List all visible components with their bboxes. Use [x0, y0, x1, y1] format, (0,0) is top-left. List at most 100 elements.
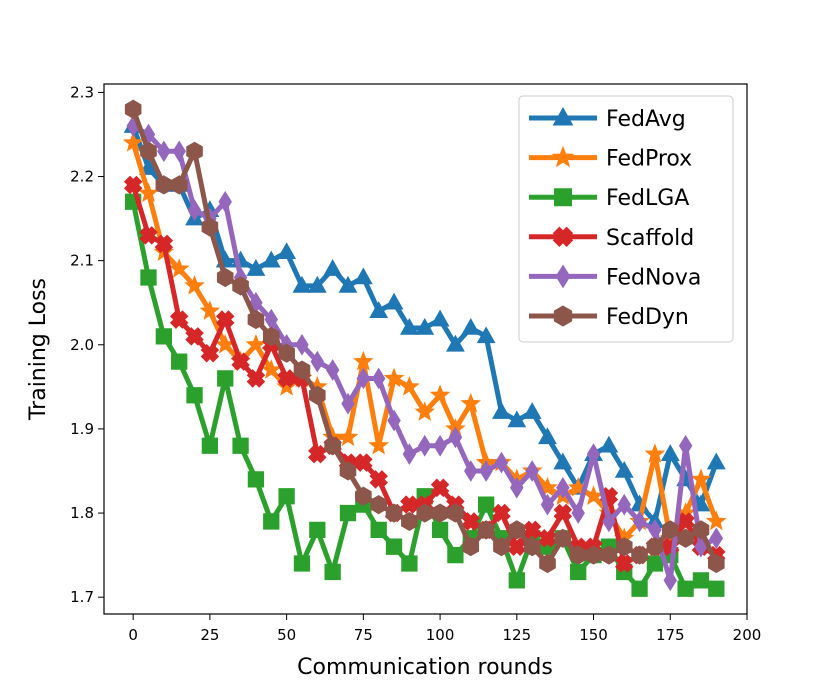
data-point-scaffold — [553, 503, 573, 523]
data-point-feddyn — [447, 503, 464, 523]
data-point-fedlga — [477, 496, 495, 513]
data-point-feddyn — [508, 520, 526, 540]
data-point-fedavg — [461, 317, 481, 335]
data-point-feddyn — [170, 175, 188, 195]
data-point-feddyn — [431, 503, 449, 523]
data-point-feddyn — [186, 141, 203, 161]
data-point-scaffold — [461, 512, 481, 531]
data-point-fedprox — [122, 132, 144, 152]
data-point-fedavg — [384, 292, 404, 310]
data-point-fedprox — [368, 434, 390, 455]
data-point-feddyn — [692, 520, 710, 540]
data-point-fedlga — [385, 538, 403, 555]
data-point-fednova — [157, 140, 171, 163]
data-point-fedavg — [599, 435, 619, 453]
y-tick-label: 1.8 — [70, 504, 94, 522]
data-point-fednova — [218, 190, 232, 213]
data-point-feddyn — [370, 495, 387, 515]
data-point-scaffold — [538, 529, 557, 548]
data-point-fedavg — [415, 317, 435, 335]
data-point-feddyn — [262, 326, 280, 346]
data-point-fedavg — [538, 427, 557, 445]
data-point-fednova — [418, 434, 432, 457]
x-axis-label: Communication rounds — [297, 655, 553, 680]
legend-label-fedprox: FedProx — [606, 147, 692, 172]
legend-marker-feddyn — [553, 305, 573, 327]
y-axis-label: Training Loss — [26, 278, 51, 421]
legend-label-fedlga: FedLGA — [606, 186, 689, 211]
data-point-fedprox — [383, 367, 405, 388]
data-point-fedavg — [706, 452, 726, 470]
data-point-fednova — [663, 569, 677, 592]
data-point-fedlga — [370, 521, 387, 539]
data-point-fedlga — [646, 555, 664, 572]
data-point-fedlga — [171, 353, 188, 370]
data-point-scaffold — [354, 453, 373, 472]
data-point-fednova — [172, 140, 186, 163]
axis-ticks: 0 25 50 75 100 125 150 175 200 1.7 1.8 1.9 2.0 2.1 2.2… — [70, 83, 761, 644]
data-point-fedavg — [553, 452, 573, 470]
x-tick-label: 150 — [579, 626, 608, 644]
data-point-feddyn — [554, 528, 572, 548]
legend-marker-scaffold — [552, 226, 574, 248]
data-point-fedavg — [261, 250, 281, 268]
data-point-fedlga — [155, 328, 172, 345]
x-tick-label: 100 — [426, 626, 455, 644]
legend-label-fedavg: FedAvg — [606, 107, 686, 132]
x-tick-label: 200 — [733, 626, 762, 644]
data-point-fedavg — [430, 309, 450, 327]
data-point-feddyn — [523, 537, 541, 557]
data-point-fednova — [525, 460, 539, 482]
y-tick-label: 1.7 — [70, 588, 94, 606]
data-point-feddyn — [661, 520, 679, 540]
data-point-feddyn — [585, 545, 602, 565]
legend: FedAvg FedProx FedLGA Scaffold FedNova FedDyn — [518, 95, 734, 343]
data-point-fedavg — [292, 275, 312, 293]
y-tick-label: 2.2 — [70, 168, 94, 186]
data-point-fednova — [387, 409, 401, 432]
data-point-feddyn — [569, 545, 587, 565]
data-point-feddyn — [155, 175, 173, 195]
data-point-fedavg — [492, 402, 511, 419]
data-point-fednova — [586, 443, 601, 466]
data-point-feddyn — [324, 436, 341, 456]
data-point-fedlga — [570, 563, 587, 581]
data-point-fedprox — [337, 426, 359, 447]
data-point-fednova — [632, 510, 647, 533]
data-point-fednova — [602, 510, 616, 533]
x-tick-label: 0 — [128, 626, 138, 644]
data-point-fednova — [678, 434, 693, 457]
data-point-feddyn — [339, 461, 357, 481]
data-point-feddyn — [539, 553, 556, 574]
data-point-fedavg — [614, 460, 634, 478]
data-point-fedlga — [201, 437, 219, 454]
data-point-fedlga — [263, 513, 280, 530]
data-point-scaffold — [614, 554, 634, 573]
data-point-scaffold — [430, 478, 450, 498]
data-point-scaffold — [215, 310, 235, 329]
data-point-fedavg — [353, 267, 373, 285]
data-point-fedavg — [507, 410, 527, 428]
y-tick-label: 2.0 — [70, 336, 94, 354]
data-point-fedprox — [184, 275, 205, 295]
data-point-feddyn — [216, 267, 234, 288]
legend-label-scaffold: Scaffold — [606, 226, 694, 251]
data-point-fednova — [356, 367, 371, 390]
data-point-fednova — [371, 367, 386, 390]
data-point-fednova — [325, 359, 340, 381]
data-point-fednova — [556, 476, 570, 499]
data-point-fednova — [295, 333, 309, 356]
data-point-fednova — [341, 392, 355, 415]
data-point-fedprox — [399, 376, 420, 396]
legend-label-fednova: FedNova — [606, 265, 701, 290]
data-point-feddyn — [600, 545, 618, 565]
data-point-scaffold — [200, 343, 220, 363]
data-point-fedavg — [323, 259, 343, 276]
data-point-fedlga — [186, 387, 203, 404]
data-point-feddyn — [493, 537, 510, 557]
data-point-feddyn — [309, 385, 326, 405]
data-point-fedlga — [247, 471, 265, 488]
data-point-fednova — [448, 426, 463, 449]
data-point-fedprox — [199, 300, 221, 320]
